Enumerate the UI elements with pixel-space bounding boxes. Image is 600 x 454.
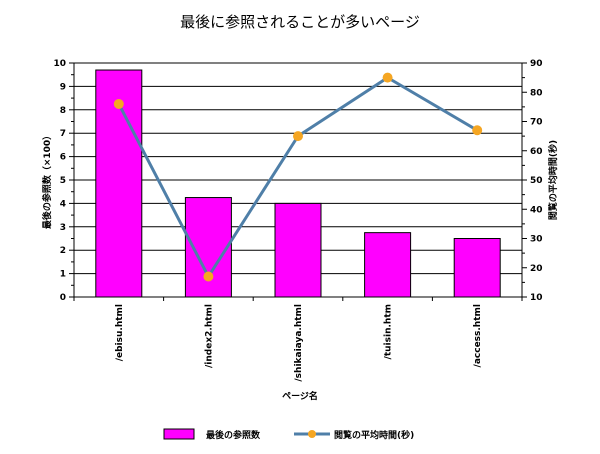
x-category-label: /ebisu.html <box>115 304 125 361</box>
y2-tick-label: 70 <box>530 118 543 128</box>
line-point <box>203 271 214 282</box>
y-tick-label: 3 <box>60 223 66 233</box>
y-tick-label: 6 <box>60 153 66 163</box>
line-series <box>113 72 483 282</box>
legend-bar-label: 最後の参照数 <box>206 429 261 441</box>
axes <box>69 62 527 301</box>
y2-tick-label: 80 <box>530 88 543 98</box>
y2-tick-label: 90 <box>530 59 543 69</box>
legend-bar-swatch <box>163 428 195 440</box>
y-tick-label: 5 <box>60 176 66 186</box>
y-tick-label: 8 <box>60 106 66 116</box>
tick-labels: 0 1 2 3 4 5 6 7 8 9 10 10 20 30 40 50 60 70 80 90/ebisu.htm… <box>53 59 542 382</box>
chart-title: 最後に参照されることが多いページ <box>180 13 420 31</box>
bar <box>364 232 412 298</box>
y-tick-label: 2 <box>60 246 66 256</box>
y-tick-label: 9 <box>60 82 66 92</box>
y2-tick-label: 50 <box>530 176 543 186</box>
y-tick-label: 7 <box>60 129 66 139</box>
y2-tick-label: 60 <box>530 147 543 157</box>
y2-axis-title: 閲覧の平均時間(秒) <box>547 140 559 220</box>
line-point <box>113 98 124 109</box>
y2-tick-label: 20 <box>530 264 543 274</box>
legend-line-label: 閲覧の平均時間(秒) <box>334 429 414 441</box>
line-point <box>293 131 303 142</box>
legend-line-marker <box>308 430 316 438</box>
legend: 最後の参照数 閲覧の平均時間(秒) <box>163 428 414 441</box>
x-category-label: /shikaiaya.html <box>294 304 304 382</box>
y2-tick-label: 10 <box>530 293 543 303</box>
y-tick-label: 10 <box>53 59 66 69</box>
line-point <box>382 72 393 83</box>
x-category-label: /index2.html <box>204 304 214 368</box>
y-axis-title: 最後の参照数（×100） <box>41 131 53 229</box>
x-category-label: /access.html <box>473 304 483 367</box>
y2-tick-label: 30 <box>530 235 543 245</box>
bar <box>453 238 501 298</box>
bars <box>95 69 501 298</box>
y-tick-label: 4 <box>60 199 66 209</box>
y-tick-label: 0 <box>60 293 66 303</box>
grid-lines <box>74 62 522 275</box>
x-axis-title: ページ名 <box>282 390 318 402</box>
y2-tick-label: 40 <box>530 205 543 215</box>
line-point <box>472 125 483 136</box>
x-category-label: /tuisin.htm <box>384 304 394 359</box>
bar <box>274 202 322 298</box>
y-tick-label: 1 <box>60 270 66 280</box>
